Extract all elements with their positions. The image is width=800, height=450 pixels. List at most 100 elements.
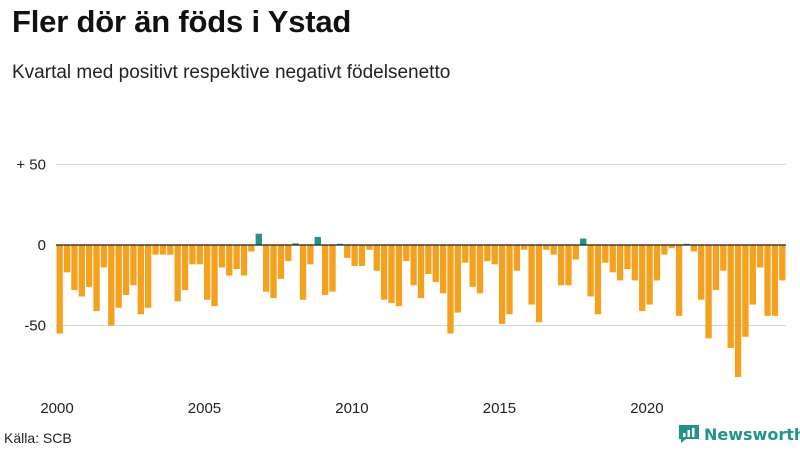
bar — [203, 245, 211, 300]
bar — [749, 245, 756, 305]
bar — [122, 245, 130, 295]
bar — [410, 245, 417, 286]
bar — [698, 245, 705, 300]
bar — [557, 245, 565, 286]
bar — [373, 245, 380, 271]
bar — [771, 245, 779, 316]
bar — [321, 245, 329, 295]
bar — [299, 245, 307, 300]
bar — [351, 245, 358, 266]
bar — [491, 245, 498, 265]
gridlines — [56, 164, 786, 326]
bar — [565, 245, 572, 286]
bar — [764, 245, 771, 316]
bar — [543, 245, 550, 250]
bar — [181, 245, 189, 291]
bar — [616, 245, 624, 281]
bar — [145, 245, 152, 308]
bar — [233, 245, 240, 270]
bar — [344, 245, 351, 258]
bar — [454, 245, 462, 313]
bar — [572, 245, 580, 260]
bar — [63, 245, 71, 273]
bar — [609, 245, 616, 273]
axes: + 50 0 -50 2000 2005 2010 2015 2020 — [16, 157, 786, 417]
bar — [115, 245, 122, 308]
bar — [152, 245, 159, 255]
bar — [675, 245, 683, 316]
bar — [395, 245, 403, 307]
bar — [100, 245, 108, 268]
bar — [78, 245, 85, 297]
bar — [779, 245, 786, 281]
bar — [189, 245, 196, 265]
bar — [314, 236, 321, 245]
source-note: Källa: SCB — [4, 430, 72, 446]
bar — [196, 245, 203, 265]
bar — [742, 245, 749, 337]
bar — [624, 245, 631, 270]
bar — [757, 245, 764, 268]
bar — [462, 245, 469, 263]
x-tick-label: 2010 — [335, 400, 368, 417]
bar — [498, 245, 506, 324]
bar — [720, 245, 727, 271]
bar — [380, 245, 388, 300]
chart-subtitle: Kvartal med positivt respektive negativt… — [12, 62, 451, 83]
bar — [86, 245, 93, 287]
bar — [535, 245, 543, 323]
bar — [167, 245, 174, 255]
bar — [631, 245, 639, 281]
bar — [432, 245, 439, 283]
bar — [439, 245, 447, 294]
y-tick-label: + 50 — [16, 157, 46, 174]
bar — [108, 245, 115, 326]
bar — [262, 245, 270, 292]
bar — [292, 243, 299, 245]
bar — [329, 245, 336, 292]
bars — [56, 233, 786, 378]
bar — [602, 245, 609, 263]
y-tick-label: 0 — [38, 237, 46, 254]
brand-logo: Newsworthy — [678, 424, 800, 444]
bar — [240, 245, 248, 276]
bar — [403, 245, 410, 262]
bar — [71, 245, 78, 291]
bar — [417, 245, 425, 299]
bar — [528, 245, 535, 305]
bar — [137, 245, 144, 315]
bar — [587, 245, 594, 297]
bar — [425, 245, 432, 274]
bar — [388, 245, 395, 303]
bar — [734, 245, 742, 378]
bar — [661, 245, 668, 255]
bar — [174, 245, 181, 302]
x-tick-label: 2020 — [630, 400, 663, 417]
chart-title: Fler dör än föds i Ystad — [12, 4, 352, 39]
bar — [476, 245, 484, 294]
bar — [646, 245, 653, 305]
x-tick-label: 2005 — [188, 400, 221, 417]
bar — [285, 245, 292, 262]
bar — [248, 245, 255, 252]
bar — [218, 245, 226, 268]
bar — [277, 245, 285, 279]
bar — [653, 245, 661, 281]
bar — [506, 245, 513, 315]
bar — [366, 245, 373, 250]
bar — [690, 245, 697, 252]
bar — [447, 245, 454, 334]
bar — [226, 245, 233, 276]
bar — [705, 245, 712, 339]
bar — [469, 245, 476, 287]
bar — [639, 245, 646, 312]
bar — [93, 245, 100, 312]
bar — [270, 245, 277, 299]
bar — [594, 245, 602, 315]
bar — [712, 245, 720, 291]
x-tick-label: 2000 — [40, 400, 73, 417]
bar — [56, 245, 63, 334]
x-tick-label: 2015 — [483, 400, 516, 417]
chart-icon — [679, 425, 699, 443]
